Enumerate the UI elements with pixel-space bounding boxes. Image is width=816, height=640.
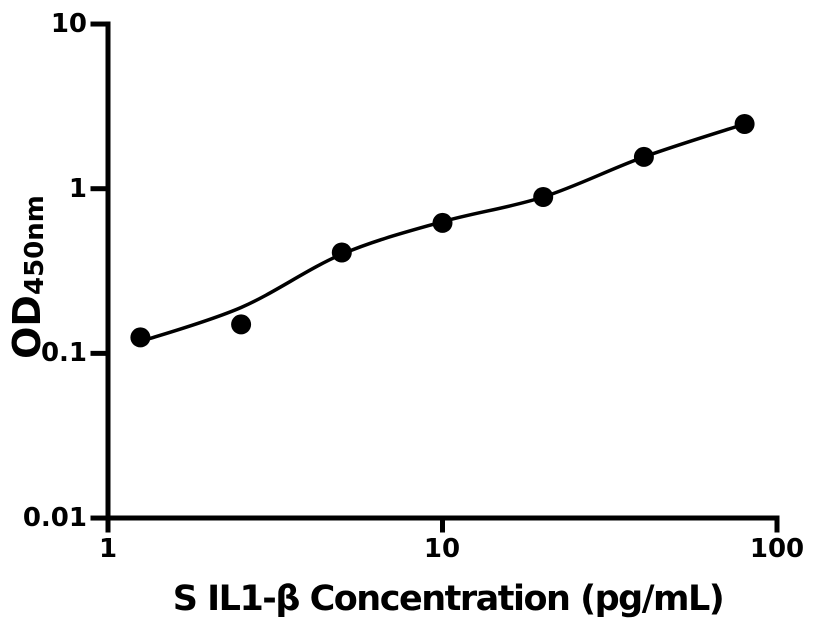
y-tick-label-0-01: 0.01 — [22, 503, 87, 533]
y-axis-title: OD450nm — [5, 167, 53, 387]
y-axis-title-subscript: 450nm — [20, 195, 50, 296]
x-ticks — [105, 518, 780, 533]
x-axis-title: S IL1-β Concentration (pg/mL) — [172, 579, 725, 619]
data-point-marker — [533, 187, 554, 207]
data-point-marker — [734, 114, 755, 134]
y-tick-label-1: 1 — [68, 174, 87, 204]
data-point-marker — [231, 314, 252, 335]
x-tick-label-1: 1 — [98, 534, 118, 564]
y-axis-title-main: OD — [5, 295, 49, 359]
y-tick-label-10: 10 — [50, 9, 87, 39]
axes — [90, 21, 780, 533]
x-tick-label-100: 100 — [749, 534, 805, 564]
y-ticks — [90, 21, 106, 521]
data-point-marker — [130, 327, 151, 348]
data-point-marker — [633, 146, 654, 167]
x-tick-label-10: 10 — [423, 534, 461, 564]
data-points — [130, 114, 755, 348]
data-point-marker — [432, 212, 453, 233]
data-point-marker — [331, 242, 352, 263]
y-tick-label-0-1: 0.1 — [40, 338, 87, 368]
